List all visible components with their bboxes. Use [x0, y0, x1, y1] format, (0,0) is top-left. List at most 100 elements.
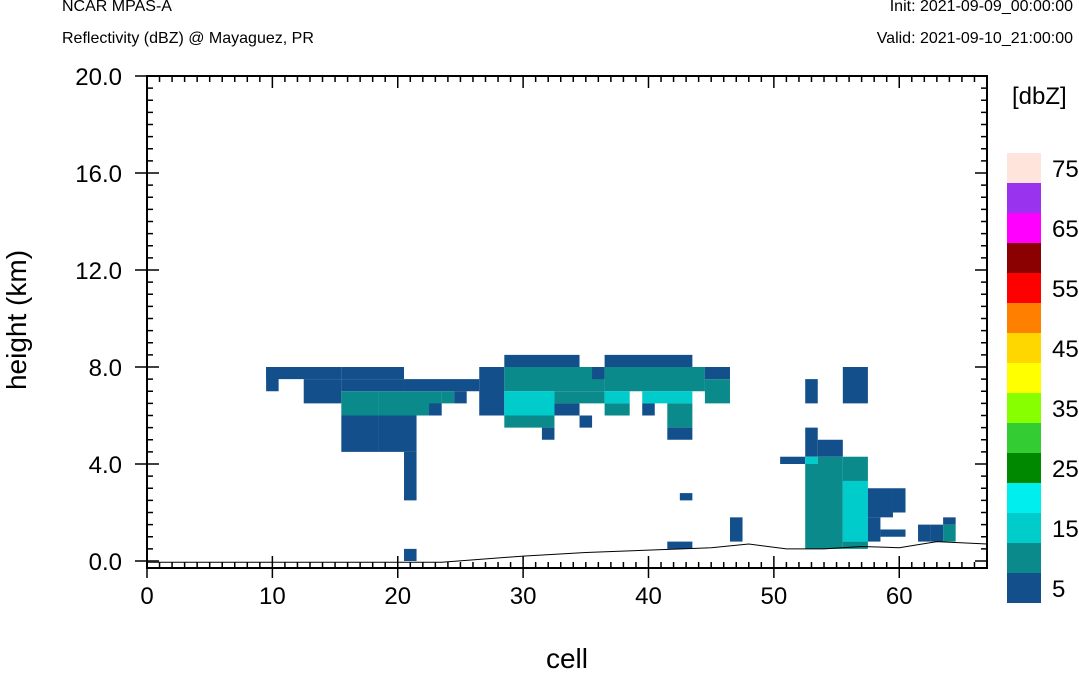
reflectivity-cell	[704, 379, 730, 404]
reflectivity-cell	[642, 391, 693, 404]
reflectivity-cell	[817, 439, 843, 457]
reflectivity-cell	[554, 403, 580, 416]
colorbar-segment	[1007, 393, 1041, 423]
colorbar-segment	[1007, 213, 1041, 243]
reflectivity-cell	[341, 367, 405, 380]
reflectivity-cell	[604, 391, 630, 404]
reflectivity-cell	[642, 403, 655, 416]
axis-ticks	[135, 75, 987, 578]
x-tick-label: 60	[886, 583, 913, 610]
plot-frame	[146, 75, 988, 569]
colorbar-label: 15	[1052, 516, 1079, 543]
colorbar-segment	[1007, 513, 1041, 543]
reflectivity-cell	[867, 488, 893, 518]
y-tick-label: 8.0	[89, 355, 122, 382]
reflectivity-cell	[604, 403, 630, 416]
reflectivity-cell	[729, 517, 743, 542]
reflectivity-cell	[592, 367, 605, 380]
colorbar-labels: 5 15 25 35 45 55 65 75	[1052, 156, 1079, 603]
colorbar-label: 45	[1052, 336, 1079, 363]
reflectivity-cell	[266, 367, 342, 380]
colorbar	[1007, 153, 1041, 603]
y-tick-label: 0.0	[89, 549, 122, 576]
reflectivity-cell	[817, 456, 843, 464]
reflectivity-cell	[541, 427, 555, 440]
colorbar-segment	[1007, 423, 1041, 453]
colorbar-segment	[1007, 573, 1041, 603]
reflectivity-cell	[842, 541, 868, 549]
y-axis-title: height (km)	[1, 250, 32, 390]
reflectivity-cell	[943, 524, 956, 542]
model-title: NCAR MPAS-A	[62, 0, 172, 15]
reflectivity-cell	[667, 541, 693, 549]
reflectivity-cell	[554, 391, 605, 404]
reflectivity-cell	[880, 529, 906, 537]
reflectivity-cell	[504, 415, 555, 428]
colorbar-label: 65	[1052, 216, 1079, 243]
reflectivity-cell	[867, 517, 881, 542]
x-tick-label: 50	[761, 583, 788, 610]
y-tick-labels: 0.0 4.0 8.0 12.0 16.0 20.0	[75, 64, 122, 576]
reflectivity-cell	[679, 493, 693, 501]
reflectivity-cell	[504, 391, 555, 416]
reflectivity-cell	[918, 524, 931, 542]
reflectivity-cell	[842, 456, 868, 464]
reflectivity-cell	[504, 367, 605, 392]
field-subtitle: Reflectivity (dBZ) @ Mayaguez, PR	[62, 30, 314, 47]
x-tick-label: 20	[384, 583, 411, 610]
reflectivity-cell	[930, 524, 944, 542]
reflectivity-cell	[579, 415, 593, 428]
reflectivity-cell	[441, 391, 455, 404]
colorbar-label: 55	[1052, 276, 1079, 303]
x-tick-label: 30	[510, 583, 537, 610]
x-tick-label: 10	[259, 583, 286, 610]
x-axis-title: cell	[546, 643, 588, 674]
colorbar-segment	[1007, 303, 1041, 333]
reflectivity-cells	[266, 354, 956, 561]
colorbar-segment	[1007, 273, 1041, 303]
reflectivity-cell	[504, 354, 580, 367]
colorbar-segment	[1007, 243, 1041, 273]
reflectivity-cell	[842, 480, 868, 542]
colorbar-segment	[1007, 153, 1041, 183]
reflectivity-cell	[667, 427, 693, 440]
reflectivity-cell	[604, 367, 705, 392]
colorbar-label: 75	[1052, 156, 1079, 183]
reflectivity-cell	[341, 379, 405, 392]
reflectivity-cell	[341, 415, 379, 452]
reflectivity-cell	[805, 427, 818, 457]
reflectivity-cell	[429, 403, 442, 416]
reflectivity-cell	[805, 456, 818, 464]
colorbar-label: 35	[1052, 396, 1079, 423]
reflectivity-cell	[378, 415, 417, 452]
colorbar-segment	[1007, 453, 1041, 483]
reflectivity-cell	[479, 367, 505, 416]
y-tick-label: 20.0	[75, 64, 122, 91]
valid-time: Valid: 2021-09-10_21:00:00	[876, 30, 1073, 47]
reflectivity-cell	[667, 403, 693, 428]
colorbar-segment	[1007, 363, 1041, 393]
reflectivity-cell	[842, 367, 868, 404]
reflectivity-cell	[842, 464, 868, 481]
reflectivity-cell	[454, 391, 467, 404]
reflectivity-cell	[341, 391, 379, 416]
reflectivity-cell	[780, 456, 806, 464]
reflectivity-cell	[892, 488, 906, 513]
reflectivity-cell	[404, 548, 417, 561]
y-tick-label: 12.0	[75, 258, 122, 285]
reflectivity-cell	[404, 451, 417, 501]
colorbar-segment	[1007, 483, 1041, 513]
colorbar-segment	[1007, 183, 1041, 213]
reflectivity-cell	[303, 379, 342, 404]
colorbar-label: 25	[1052, 456, 1079, 483]
colorbar-segment	[1007, 543, 1041, 573]
init-time: Init: 2021-09-09_00:00:00	[889, 0, 1073, 15]
reflectivity-cell	[805, 379, 818, 404]
reflectivity-cell	[805, 464, 843, 549]
colorbar-label: 5	[1052, 576, 1065, 603]
y-tick-label: 16.0	[75, 161, 122, 188]
y-tick-label: 4.0	[89, 452, 122, 479]
colorbar-units: [dbZ]	[1012, 83, 1067, 110]
reflectivity-cell	[943, 517, 956, 525]
